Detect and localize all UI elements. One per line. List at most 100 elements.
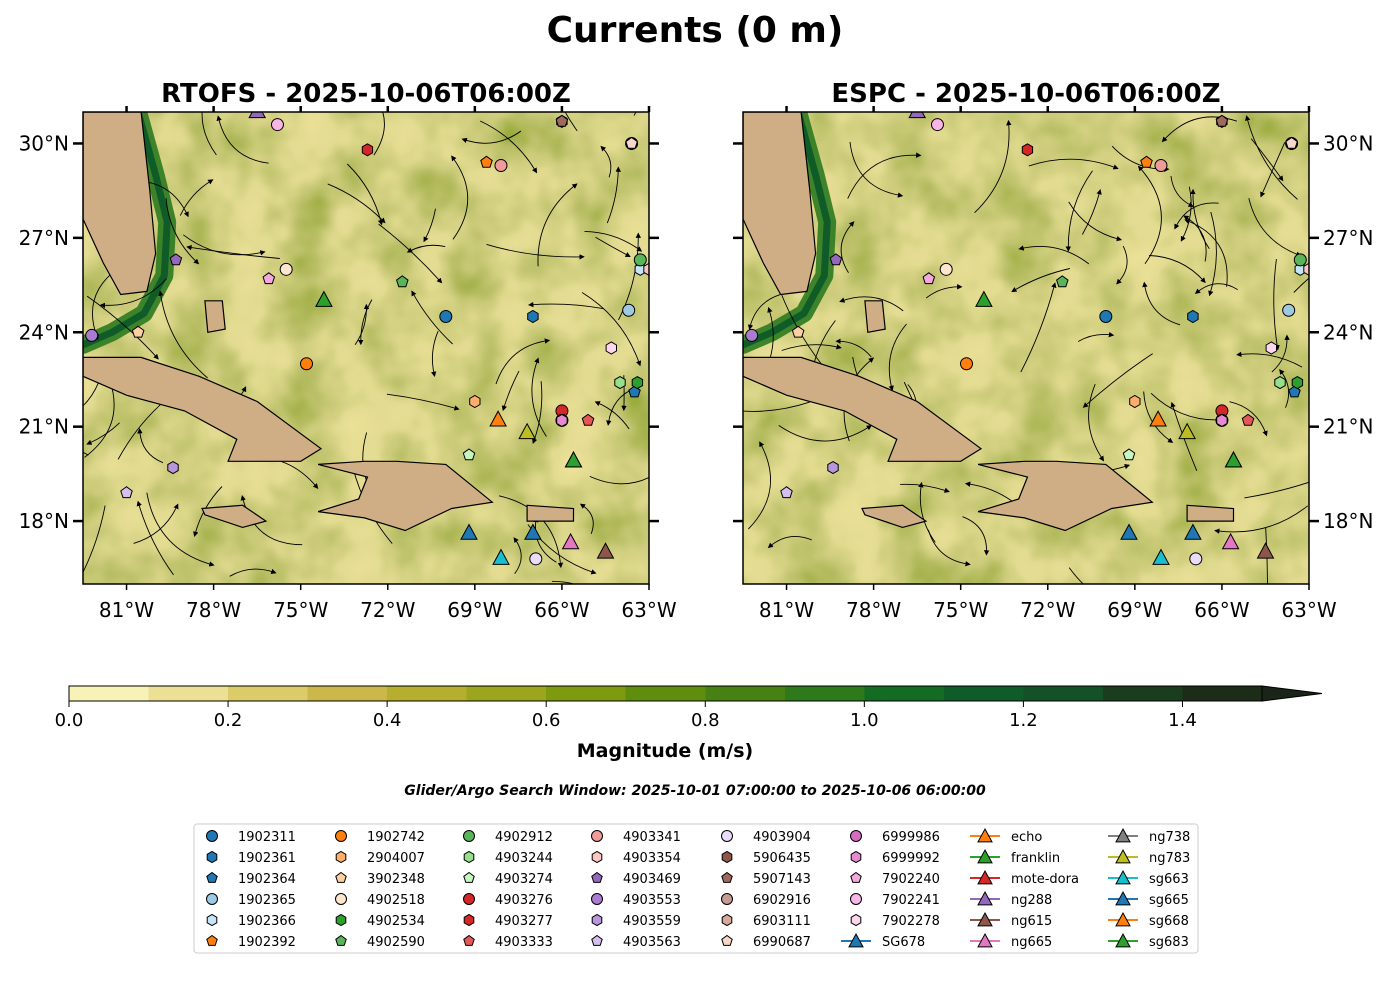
streamline — [1190, 188, 1210, 249]
map-marker-2904007 — [1129, 394, 1141, 409]
streamline — [551, 580, 576, 584]
streamline — [743, 401, 810, 412]
map-marker-5907143 — [555, 114, 569, 127]
legend-marker — [335, 913, 347, 927]
legend-label: 1902361 — [238, 851, 296, 866]
legend-marker — [848, 932, 864, 948]
legend-marker — [1115, 890, 1131, 906]
legend-label: sg663 — [1149, 872, 1189, 887]
streamline — [1068, 201, 1123, 242]
map-marker-franklin — [975, 290, 993, 307]
legend-item: 4902518 — [335, 893, 425, 908]
y-tick-label: 24°N — [19, 320, 69, 344]
land-jamaica — [201, 504, 268, 529]
streamline — [373, 112, 385, 156]
streamline — [83, 451, 89, 456]
legend-item: 6902916 — [721, 893, 811, 908]
streamline — [1245, 115, 1298, 200]
streamline — [133, 503, 179, 544]
streamline — [1065, 170, 1093, 252]
map-marker-1902365 — [1282, 303, 1296, 317]
map-marker-4903469 — [829, 253, 843, 266]
streamline — [1293, 277, 1309, 293]
legend-item: 4903276 — [463, 893, 553, 908]
land-andros — [204, 300, 226, 334]
streamline — [386, 393, 460, 411]
streamline — [480, 120, 538, 174]
map-marker-4903341 — [1154, 158, 1168, 172]
streamline — [1143, 391, 1174, 443]
map-marker-4903244 — [614, 376, 626, 390]
streamline — [595, 236, 631, 257]
legend-label: 4903563 — [623, 935, 681, 950]
streamline — [354, 303, 370, 346]
map-marker-4903904 — [1189, 552, 1203, 566]
streamline — [962, 516, 990, 556]
streamline — [579, 503, 594, 534]
land-florida — [743, 112, 817, 296]
streamline — [1161, 116, 1238, 143]
streamline — [594, 401, 630, 430]
streamline — [1265, 527, 1268, 584]
legend-marker — [463, 871, 475, 883]
streamline — [918, 481, 936, 543]
streamline — [179, 179, 214, 216]
map-marker-4903563 — [780, 486, 793, 499]
map-marker-7902278 — [605, 341, 617, 355]
map-marker-1902392 — [1140, 155, 1153, 168]
streamline — [411, 290, 453, 345]
legend-marker — [850, 913, 862, 927]
legend-item: 7902278 — [850, 913, 940, 929]
land-puertorico — [1186, 504, 1235, 522]
streamline — [1011, 268, 1070, 293]
streamline — [495, 338, 551, 385]
legend-item: 2904007 — [335, 850, 425, 866]
legend-label: 6902916 — [753, 893, 811, 908]
streamline — [1028, 158, 1119, 170]
streamline — [1194, 283, 1238, 295]
legend-item: ng783 — [1108, 848, 1190, 866]
map-marker-3902348 — [131, 325, 145, 338]
streamline — [840, 221, 855, 274]
legend-marker — [463, 893, 475, 905]
map-marker-4903333 — [1241, 413, 1255, 426]
legend-item: 1902366 — [206, 913, 296, 929]
legend-item: 4903244 — [463, 850, 553, 866]
x-tick-label: 72°W — [1020, 598, 1075, 622]
streamline — [423, 208, 436, 243]
legend-marker — [206, 934, 218, 946]
streamline — [781, 344, 842, 351]
streamline — [1229, 401, 1268, 437]
legend-item: ng288 — [970, 890, 1052, 908]
map-marker-sg665 — [524, 523, 542, 540]
streamline — [1208, 211, 1217, 297]
streamline — [747, 294, 781, 331]
legend-label: echo — [1011, 830, 1042, 845]
land-hispaniola — [977, 460, 1154, 532]
land-cuba — [743, 356, 983, 462]
x-tick-label: 72°W — [360, 598, 415, 622]
legend-item: 4903563 — [591, 934, 681, 950]
map-marker-1902311 — [1099, 310, 1113, 324]
streamline — [589, 475, 649, 485]
legend-label: sg668 — [1149, 914, 1189, 929]
streamline — [183, 234, 266, 256]
legend-marker — [335, 850, 347, 864]
legend-marker — [977, 911, 993, 927]
map-marker-4902518 — [939, 262, 953, 276]
legend-label: 4902590 — [367, 935, 425, 950]
legend-item: SG678 — [841, 932, 925, 950]
streamline — [1250, 138, 1284, 182]
map-marker-4902534 — [631, 376, 644, 390]
map-marker-6999992 — [1216, 413, 1228, 427]
x-tick-label: 81°W — [99, 598, 154, 622]
legend-label: 4903469 — [623, 872, 681, 887]
legend-marker — [977, 869, 993, 885]
legend-item: 4903274 — [463, 871, 553, 887]
legend-label: 1902392 — [238, 935, 296, 950]
streamline — [201, 112, 217, 156]
x-tick-label: 63°W — [1281, 598, 1336, 622]
streamline — [1018, 245, 1090, 265]
streamline — [564, 112, 578, 132]
legend-marker — [463, 934, 475, 946]
